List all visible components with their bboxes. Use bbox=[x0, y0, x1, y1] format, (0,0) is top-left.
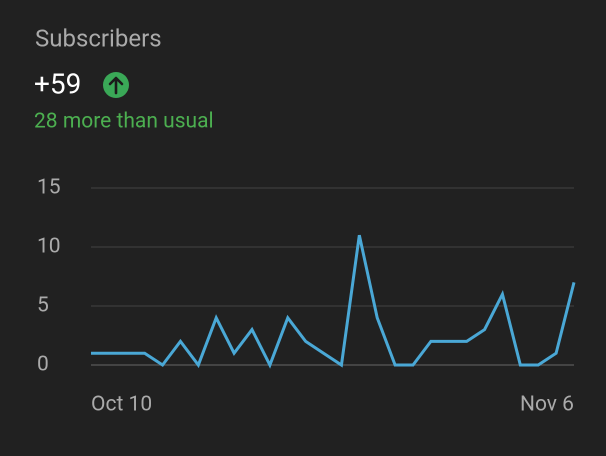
subtitle: 28 more than usual bbox=[34, 110, 214, 134]
y-tick-label: 5 bbox=[37, 294, 49, 318]
x-tick-label: Oct 10 bbox=[91, 393, 152, 417]
card-title: Subscribers bbox=[35, 24, 162, 52]
headline-value: +59 bbox=[34, 67, 81, 100]
x-tick-label: Nov 6 bbox=[520, 393, 574, 417]
y-tick-label: 10 bbox=[37, 235, 61, 259]
plot: 0 5 10 15 Oct 10 Nov 6 bbox=[37, 176, 576, 417]
trend-up-icon bbox=[103, 72, 129, 98]
y-tick-label: 0 bbox=[37, 353, 49, 377]
y-tick-label: 15 bbox=[37, 176, 61, 200]
data-line bbox=[91, 234, 576, 369]
